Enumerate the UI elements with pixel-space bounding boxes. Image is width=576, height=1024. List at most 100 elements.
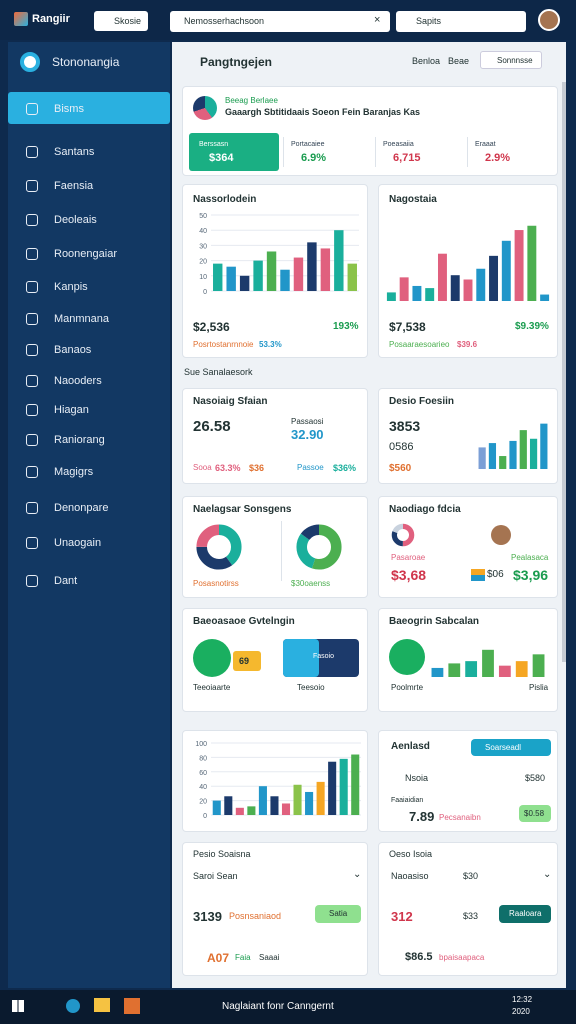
donut-label: $30oaenss [291,579,331,588]
action[interactable]: Benloa [412,56,441,66]
split-card: Naelagsar Sonsgens Posasnotirss $30oaens… [182,496,368,598]
bar [270,796,279,815]
nav-item[interactable]: Dant [54,575,78,587]
clock-time: 12:32 [512,995,533,1004]
button-label: Satia [329,909,348,918]
chevron[interactable]: ⌄ [353,869,362,880]
nav-item[interactable]: Raniorang [54,434,105,446]
link-value[interactable]: A07 [207,951,230,965]
donut-segment [296,524,342,570]
perf-card: Baeoasaoe Gvtelngin 69 Fasoio Teeoiaarte… [182,608,368,712]
nav-item[interactable]: Naooders [54,375,102,387]
label: Poolmrte [391,683,424,692]
bar [465,661,478,677]
panel-accent [283,639,319,677]
nav-item[interactable]: Denonpare [54,502,109,514]
bar [305,791,314,815]
tab[interactable]: Skosie [94,11,148,31]
card-value: $7,538 [389,320,426,334]
stat-value: 6,715 [393,152,421,164]
search-placeholder: Sapits [416,16,442,26]
bar-chart [478,423,548,469]
bar-chart: 0 10 20 30 40 50 [199,213,359,296]
clock-date: 2020 [512,1007,530,1016]
nav-item[interactable]: Kanpis [54,281,88,293]
nav-icon [26,344,38,356]
visits-card: Desio Foesiin 3853 0586 $560 [378,388,558,484]
value: 3139 [193,909,222,924]
address-bar[interactable]: Nemosserhachsoon × [170,11,390,32]
stat-divider [283,137,284,167]
action-button[interactable]: Sonnnsse [480,51,542,69]
stat-divider [375,137,376,167]
avatar[interactable] [538,9,560,31]
link-label: bpaisaapaca [439,953,485,962]
card-title: Desio Foesiin [389,396,455,407]
nav-item[interactable]: Bisms [54,103,84,115]
value-sub: $06 [487,569,504,580]
bar [235,807,244,815]
card-title: Baeoasaoe Gvtelngin [193,616,295,627]
foot: $36 [249,463,265,473]
banner-title: Beeag Berlaee [225,96,278,105]
foot: Sooa [193,463,212,472]
bar [293,784,302,815]
button[interactable]: Soarseadl [471,739,551,756]
nav-icon [26,313,38,325]
badge: $0.58 [519,805,551,822]
nav-item[interactable]: Magigrs [54,466,94,478]
bar-chart [431,649,545,677]
label: Teeoiaarte [193,683,231,692]
nav-item[interactable]: Banaos [54,344,92,356]
nav-icon [26,434,38,446]
link-sub: Saaai [259,953,280,962]
badge-text: $0.58 [524,809,545,818]
folder-icon[interactable] [94,998,110,1012]
nav-icon [26,146,38,158]
button[interactable]: Satia [315,905,361,923]
card-title: Oeso Isoia [389,849,433,859]
stat-highlight [189,133,279,171]
search-box[interactable]: Sapits [396,11,526,32]
button-label: Soarseadl [485,743,522,752]
nav-item[interactable]: Faensia [54,180,94,192]
y-tick-label: 100 [195,741,207,748]
close-icon[interactable]: × [374,14,381,26]
bar [437,253,447,301]
nav-item[interactable]: Roonengaiar [54,248,117,260]
bar [519,430,527,469]
button[interactable]: Raaloara [499,905,551,923]
badge-text: 69 [239,656,250,666]
nav-item[interactable]: Manmnana [54,313,110,325]
nav-item[interactable]: Hiagan [54,404,89,416]
panel: Fasoio [283,639,359,677]
select[interactable]: Naoasiso [391,871,429,881]
app-icon[interactable] [124,998,140,1014]
bar [386,292,396,301]
browser-icon[interactable] [66,999,80,1013]
link-value[interactable]: $86.5 [405,951,433,963]
nav-icon [26,575,38,587]
bar [339,758,348,815]
bar [498,665,511,677]
active-item [8,92,170,124]
link-label: Faia [235,953,251,962]
nav-item[interactable]: Unaogain [54,537,102,549]
action[interactable]: Beae [448,56,470,66]
stat-label: Poeasaiia [383,141,414,148]
chevron[interactable]: ⌄ [543,869,552,880]
icon [193,639,231,677]
stat-value: $364 [209,152,234,164]
bar [450,275,460,301]
start-button[interactable] [12,1000,24,1012]
icon [389,639,425,675]
bar [448,663,461,677]
bar [431,667,444,677]
row-sub: Pecsanaibn [439,813,481,822]
card-footer-value: $39.6 [457,340,478,349]
avatar [491,525,511,545]
brand-icon [14,12,28,26]
select[interactable]: Saroi Sean [193,871,238,881]
nav-item[interactable]: Deoleais [54,214,97,226]
nav-item[interactable]: Santans [54,146,95,158]
